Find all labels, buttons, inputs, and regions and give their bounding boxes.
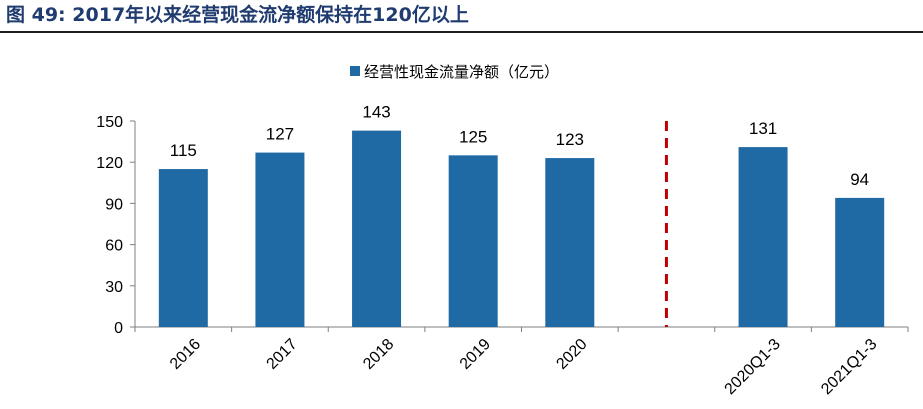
bar [835,197,885,327]
data-label: 94 [850,170,869,189]
bar [545,158,595,327]
x-tick-label: 2020Q1-3 [722,336,784,398]
x-axis: 2016 2017 2018 2019 2020 2020Q1-3 2021Q1-3 [134,326,909,398]
y-tick-label: 60 [105,238,123,255]
data-labels: 115 127 143 125 123 131 94 [170,103,869,189]
data-label: 143 [362,103,390,122]
x-tick-label: 2021Q1-3 [818,336,880,398]
data-label: 115 [170,141,197,160]
bar [255,152,305,327]
x-tick-label: 2019 [457,336,494,373]
bar [448,155,498,327]
legend-swatch [350,66,360,76]
legend-label: 经营性现金流量净额（亿元） [364,63,559,81]
x-tick-label: 2020 [553,336,590,373]
figure-title-text: 2017年以来经营现金流净额保持在120亿以上 [72,4,469,26]
figure-title: 图 49: 2017年以来经营现金流净额保持在120亿以上 [6,2,469,28]
bar [158,169,208,327]
data-label: 127 [266,125,294,144]
data-label: 131 [749,119,777,138]
y-tick-label: 150 [96,114,123,131]
y-tick-label: 0 [114,320,123,337]
bar [352,130,402,327]
x-tick-label: 2018 [360,336,397,373]
x-tick-label: 2017 [264,336,301,373]
data-label: 125 [459,127,487,146]
y-tick-label: 90 [105,196,123,213]
bars [158,130,885,327]
y-tick-label: 120 [96,155,123,172]
figure-number: 图 49: [6,4,66,26]
data-label: 123 [556,130,584,149]
title-rule [0,31,923,33]
y-tick-label: 30 [105,279,123,296]
bar [738,147,788,327]
legend: 经营性现金流量净额（亿元） [350,63,559,81]
x-tick-label: 2016 [167,336,204,373]
y-axis: 0 30 60 90 120 150 [96,114,136,337]
